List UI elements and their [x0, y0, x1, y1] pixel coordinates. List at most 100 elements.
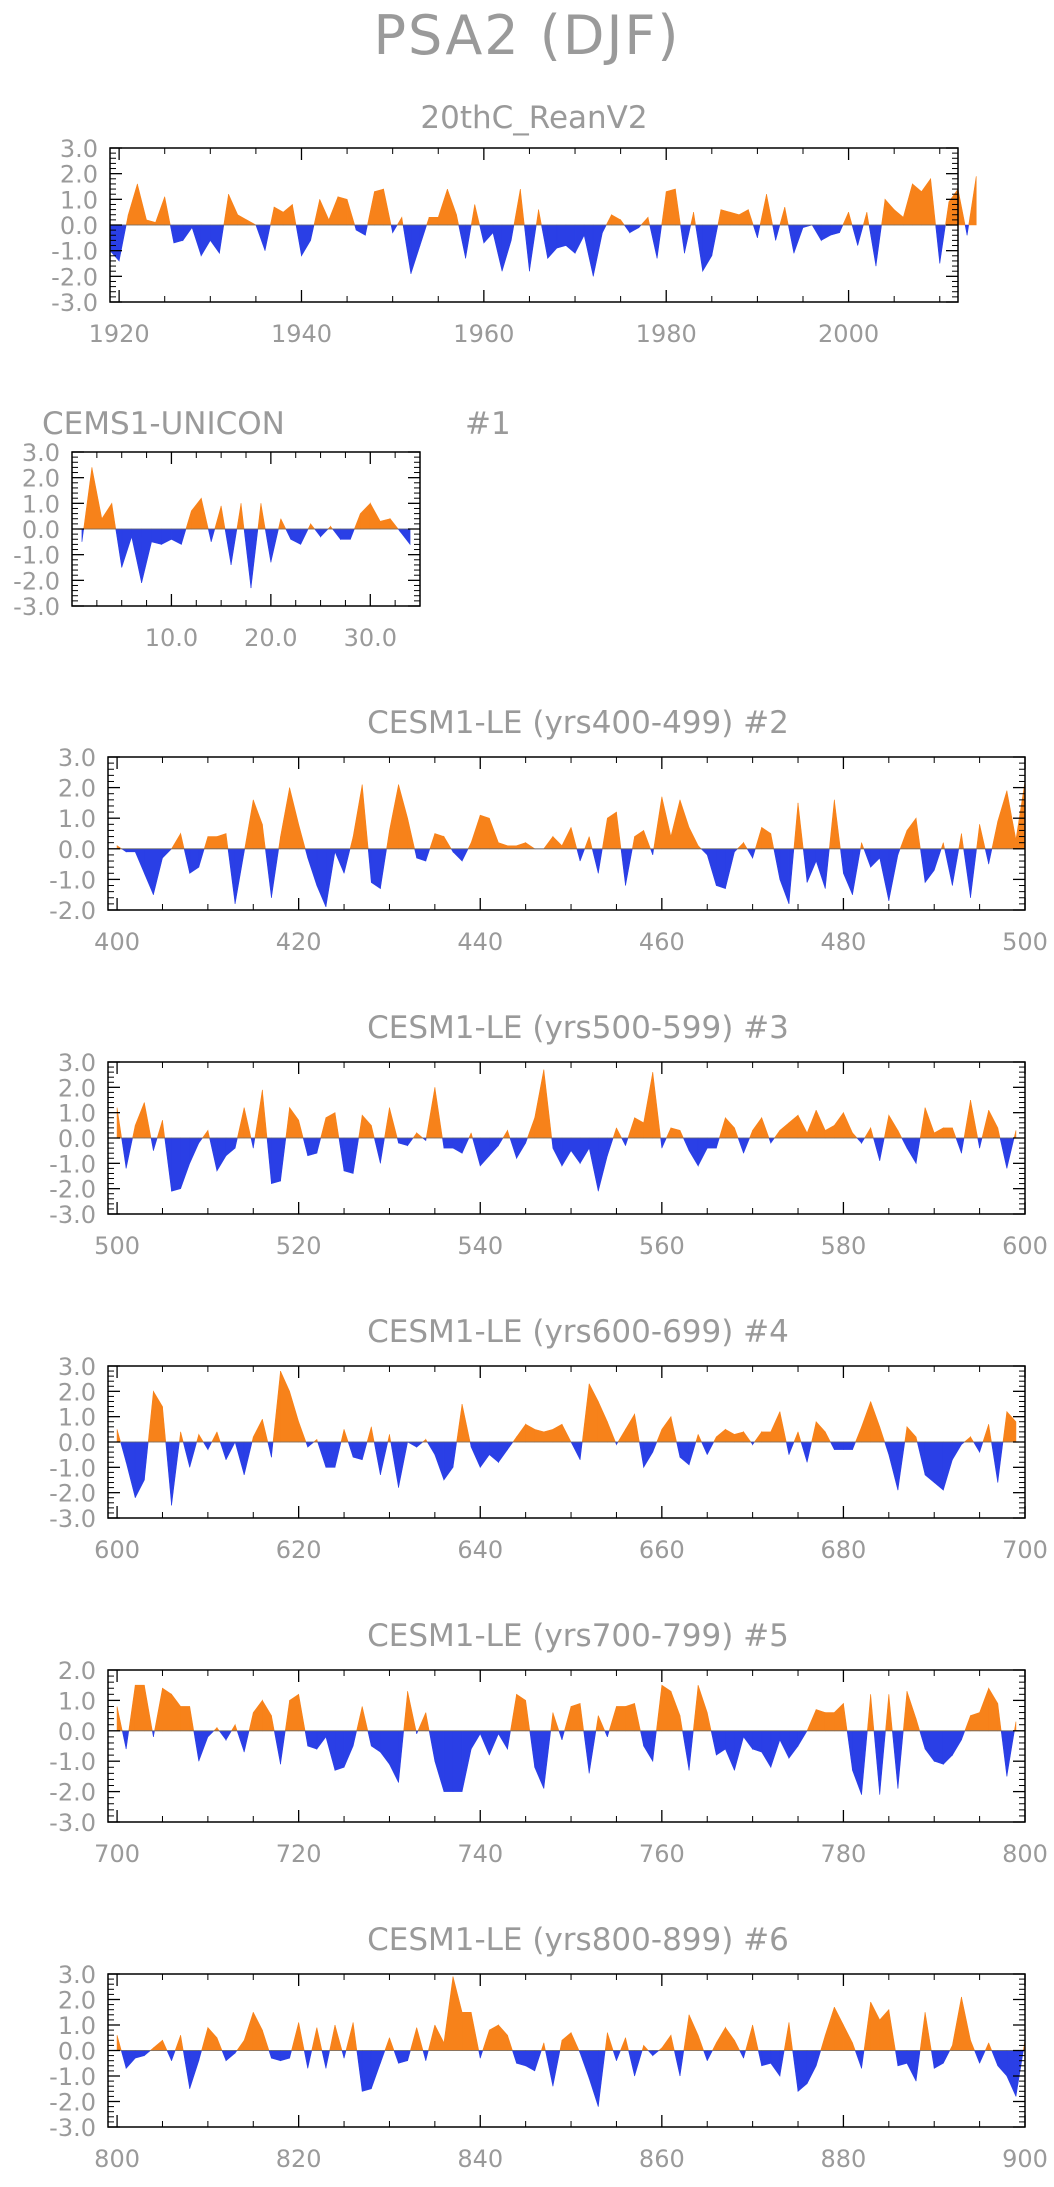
area-segment: [870, 1401, 881, 1443]
area-segment: [207, 836, 218, 850]
area-segment: [262, 1419, 269, 1443]
area-segment: [873, 1730, 881, 1795]
area-segment: [271, 2050, 281, 2062]
area-segment: [225, 1730, 233, 1742]
area-segment: [584, 836, 590, 850]
area-segment: [864, 1126, 871, 1139]
area-segment: [888, 1114, 899, 1139]
area-segment: [788, 848, 795, 904]
x-tick-label: 880: [821, 2145, 867, 2173]
area-segment: [792, 2050, 799, 2092]
area-segment: [743, 2050, 747, 2059]
area-segment: [414, 848, 417, 859]
area-segment: [310, 224, 315, 241]
area-segment: [214, 505, 222, 530]
area-segment: [924, 2012, 932, 2051]
area-segment: [701, 1441, 708, 1455]
area-segment: [373, 1137, 381, 1164]
area-segment: [153, 2039, 163, 2051]
area-segment: [155, 196, 166, 226]
area-segment: [661, 191, 667, 226]
area-segment: [843, 1441, 853, 1450]
area-segment: [198, 1137, 204, 1145]
area-segment: [428, 1730, 436, 1762]
area-segment: [380, 1137, 385, 1164]
chart-panel-7: CESM1-LE (yrs800-899) #6 -3.0-2.0-1.00.01…: [49, 1922, 1048, 2173]
area-segment: [361, 2050, 372, 2092]
area-segment: [695, 224, 703, 272]
area-segment: [749, 1130, 753, 1139]
area-segment: [174, 2035, 181, 2051]
area-segment: [389, 1434, 392, 1443]
area-segment: [270, 528, 279, 563]
area-segment: [759, 194, 767, 226]
area-segment: [298, 1694, 306, 1732]
area-segment: [824, 1124, 835, 1139]
area-segment: [307, 1441, 315, 1448]
area-segment: [706, 848, 717, 886]
area-segment: [257, 503, 262, 530]
area-segment: [101, 502, 113, 530]
area-segment: [237, 1107, 245, 1139]
series-area: [116, 781, 1026, 908]
x-tick-label: 520: [276, 1232, 322, 1260]
x-tick-label: 540: [457, 1232, 503, 1260]
area-segment: [162, 1687, 172, 1732]
x-tick-label: 740: [457, 1840, 503, 1868]
x-tick-label: 500: [94, 1232, 140, 1260]
area-segment: [688, 827, 699, 850]
area-segment: [267, 1441, 272, 1458]
area-segment: [1014, 1721, 1017, 1732]
area-segment: [682, 1137, 690, 1151]
area-segment: [479, 1730, 490, 1756]
area-segment: [225, 833, 229, 850]
y-tick-label: 1.0: [58, 805, 96, 833]
area-segment: [879, 1426, 886, 1443]
area-segment: [988, 1687, 999, 1732]
area-segment: [806, 848, 817, 883]
area-segment: [132, 1125, 136, 1139]
area-segment: [828, 799, 835, 850]
area-segment: [901, 1137, 908, 1149]
area-segment: [682, 1730, 690, 1771]
area-segment: [307, 1730, 318, 1750]
area-segment: [201, 2027, 209, 2051]
area-segment: [711, 2042, 717, 2051]
area-segment: [843, 2024, 853, 2051]
area-segment: [857, 224, 864, 246]
area-segment: [144, 2050, 152, 2057]
area-segment: [189, 1137, 200, 1164]
area-segment: [282, 203, 293, 226]
area-segment: [625, 848, 633, 886]
area-segment: [623, 224, 631, 234]
area-segment: [906, 1426, 917, 1443]
area-segment: [543, 1730, 552, 1789]
area-segment: [665, 1127, 672, 1139]
area-segment: [870, 1694, 875, 1732]
area-segment: [729, 211, 740, 226]
area-segment: [295, 224, 302, 256]
area-segment: [479, 224, 485, 244]
area-segment: [161, 528, 172, 545]
area-segment: [252, 799, 263, 850]
x-tick-label: 780: [821, 1840, 867, 1868]
area-segment: [216, 1726, 220, 1732]
area-segment: [416, 1132, 424, 1139]
area-segment: [643, 1730, 654, 1763]
area-segment: [743, 1430, 752, 1443]
y-tick-label: -3.0: [49, 2114, 96, 2142]
area-segment: [313, 199, 321, 226]
area-segment: [588, 1383, 599, 1443]
area-segment: [180, 833, 185, 850]
area-segment: [725, 2026, 735, 2051]
area-segment: [470, 815, 481, 850]
area-segment: [316, 2027, 323, 2051]
series-area: [116, 1370, 1017, 1506]
area-segment: [162, 2040, 168, 2051]
area-segment: [888, 1694, 893, 1732]
area-segment: [534, 2050, 542, 2071]
area-segment: [369, 502, 381, 530]
area-segment: [607, 1421, 616, 1443]
area-segment: [602, 224, 607, 233]
area-segment: [254, 1089, 263, 1139]
